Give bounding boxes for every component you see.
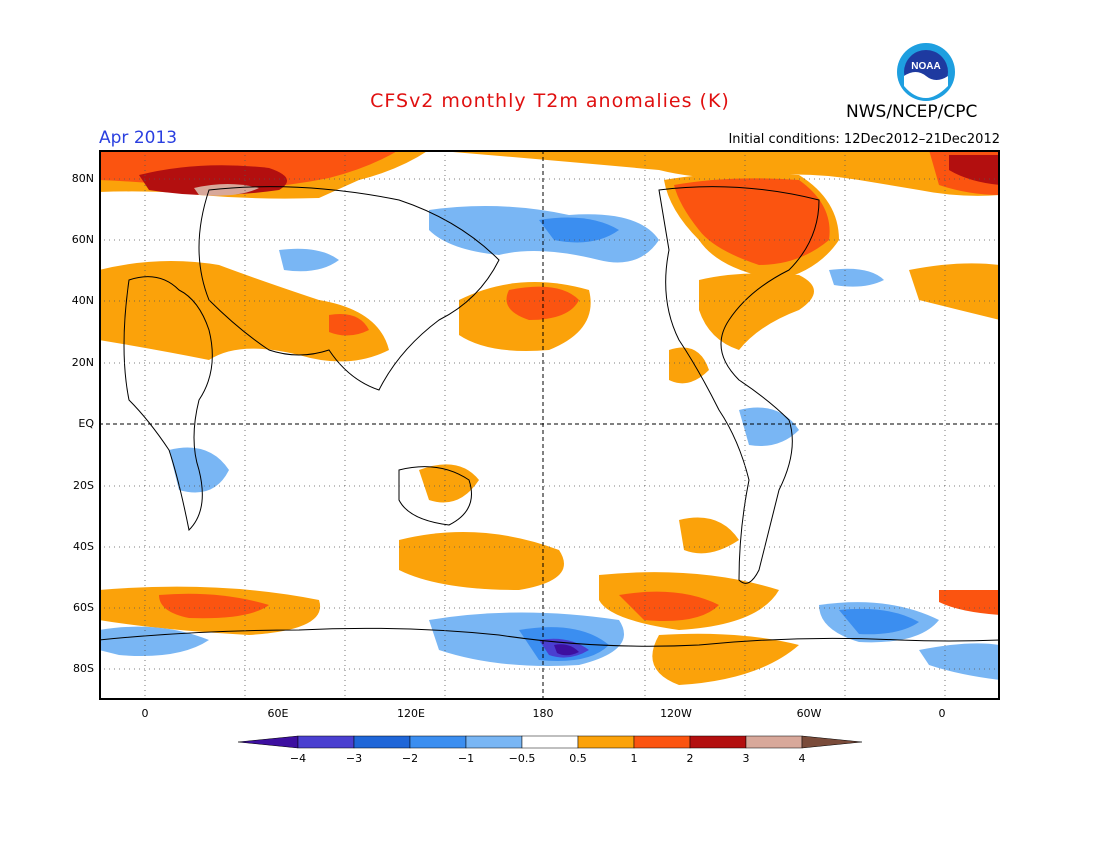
cool-anomaly-region [554,644,579,656]
warm-anomaly-region [699,273,814,350]
cool-anomaly-region [919,643,1000,680]
color-legend: −4 −3 −2 −1 −0.5 0.5 1 2 3 4 [238,735,862,764]
noaa-bird-icon [904,72,948,98]
anomaly-shading [99,150,1000,685]
cool-anomaly-region [839,608,919,635]
lat-label: 20S [73,479,94,492]
legend-swatch [633,735,691,749]
map-frame [99,150,1000,700]
agency-label: NWS/NCEP/CPC [846,102,978,122]
lon-label: 0 [141,707,149,720]
warm-anomaly-region [619,591,719,621]
legend-swatch [577,735,635,749]
anomaly-map [99,150,1000,700]
legend-label: −3 [346,752,362,764]
lat-label: 20N [71,356,94,369]
warm-anomaly-region [674,178,830,265]
warm-anomaly-region [329,314,369,336]
warm-anomaly-region [949,155,1000,185]
warm-anomaly-region [679,517,739,554]
legend-label: −1 [458,752,474,764]
lat-label: 80N [71,172,94,185]
warm-anomaly-region [909,263,1000,320]
legend-swatch [238,735,299,749]
legend-label: −4 [290,752,306,764]
antarctica-coastline [99,627,1000,647]
americas-coastline [658,186,820,584]
cool-anomaly-region [279,248,339,272]
lon-label: 60E [267,707,289,720]
lat-label: EQ [78,417,94,430]
warm-anomaly-region [669,347,709,384]
africa-coastline [123,276,213,532]
cool-anomaly-region [99,626,209,656]
warm-anomaly-region [419,464,479,503]
warm-anomaly-region [399,532,564,590]
noaa-logo: NOAA [897,43,955,101]
lon-label: 0 [938,707,946,720]
legend-swatch [521,735,579,749]
warm-anomaly-region [429,150,1000,196]
legend-label: 3 [743,752,750,764]
warm-anomaly-region [99,261,389,362]
legend-label: 4 [799,752,806,764]
cool-anomaly-region [539,217,619,243]
warm-anomaly-region [939,590,1000,615]
legend-swatch [409,735,467,749]
chart-title: CFSv2 monthly T2m anomalies (K) [0,90,1100,112]
warm-anomaly-region [506,286,579,320]
lat-label: 40S [73,540,94,553]
chart-title-text: CFSv2 monthly T2m anomalies (K) [370,90,730,112]
lon-label: 120W [660,707,692,720]
legend-label: 2 [687,752,694,764]
legend-label: 1 [631,752,638,764]
lat-label: 80S [73,662,94,675]
cool-anomaly-region [829,268,884,287]
noaa-logo-text: NOAA [911,61,940,72]
legend-label: 0.5 [569,752,587,764]
lon-label: 120E [397,707,425,720]
legend-swatch [745,735,803,749]
legend-swatch [689,735,747,749]
lat-label: 60N [71,233,94,246]
legend-swatch [353,735,411,749]
eurasia-coastline [198,186,500,391]
forecast-month: Apr 2013 [99,128,178,148]
legend-label: −2 [402,752,418,764]
legend-swatch [801,735,862,749]
coastlines [99,186,1000,647]
warm-anomaly-region [652,633,799,685]
lat-label: 40N [71,294,94,307]
initial-conditions: Initial conditions: 12Dec2012–21Dec2012 [728,132,1000,147]
lon-label: 60W [796,707,822,720]
lon-label: 180 [532,707,554,720]
legend-label: −0.5 [509,752,536,764]
australia-coastline [398,466,472,526]
legend-swatch [465,735,523,749]
warm-anomaly-region [159,593,269,619]
cool-anomaly-region [739,407,799,446]
legend-swatch [297,735,355,749]
map-gridlines [99,150,1000,700]
lat-label: 60S [73,601,94,614]
